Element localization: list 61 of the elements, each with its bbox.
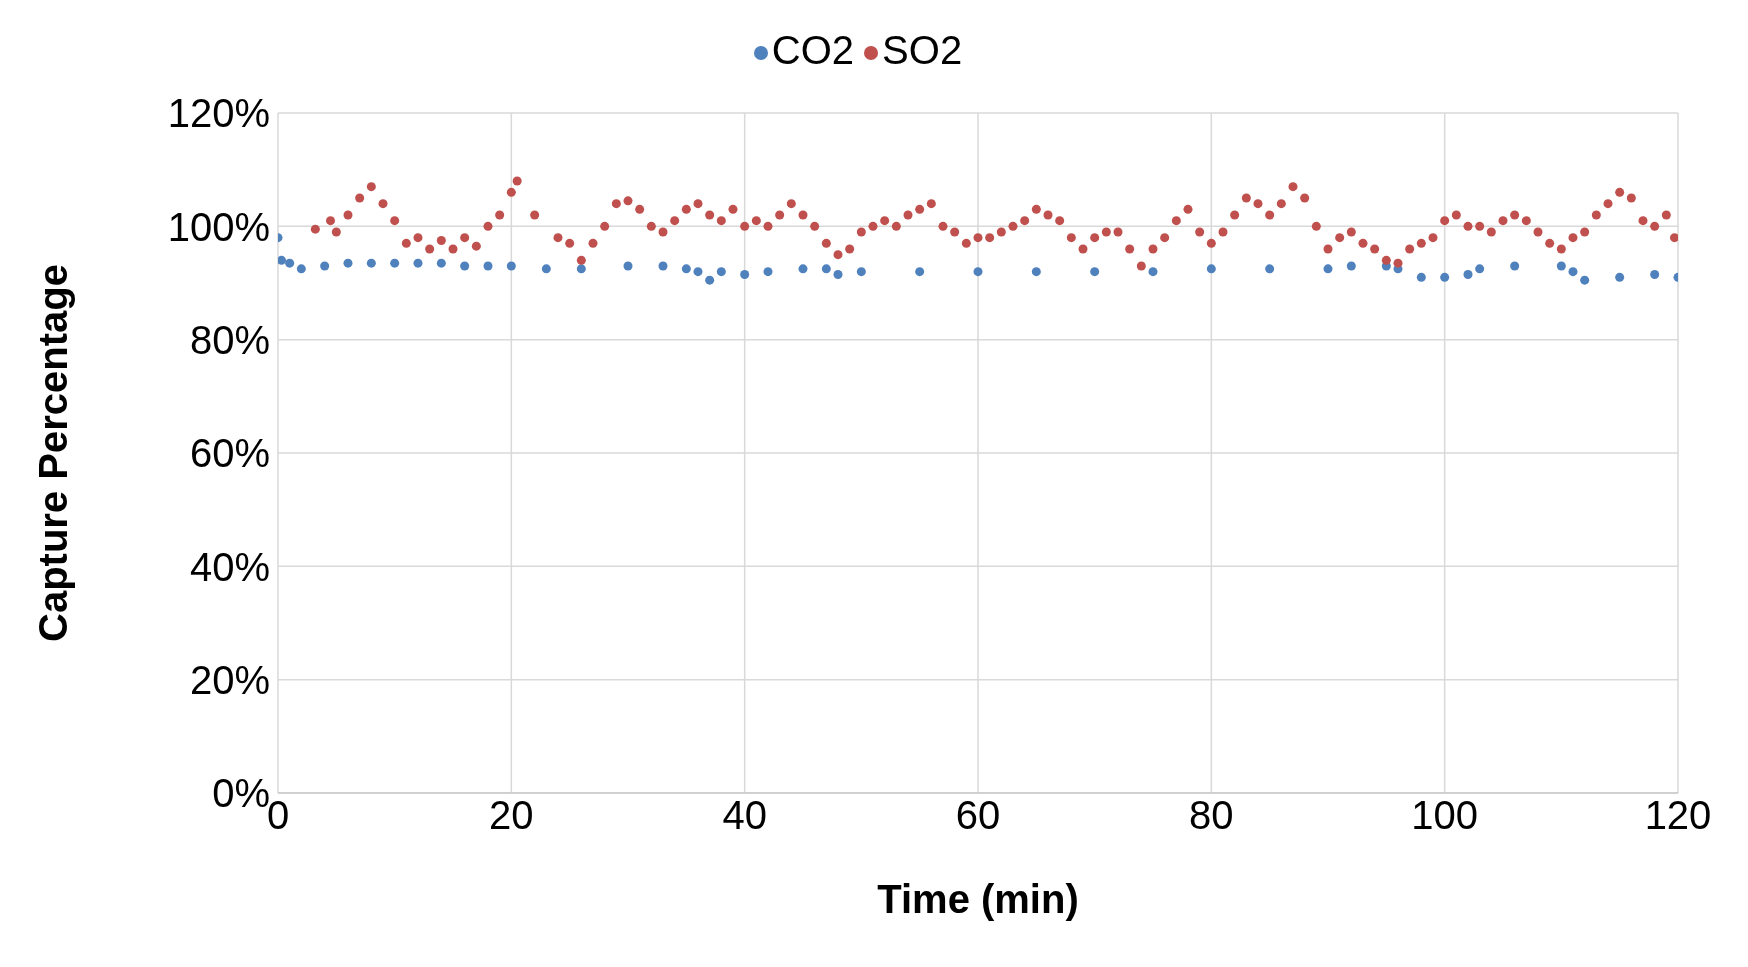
y-tick-label: 120% xyxy=(167,91,270,136)
point xyxy=(705,275,715,285)
point xyxy=(1346,261,1356,271)
point xyxy=(413,258,423,268)
point xyxy=(1556,261,1566,271)
point xyxy=(1090,267,1100,277)
point xyxy=(1440,272,1450,282)
y-tick-label: 40% xyxy=(189,544,270,589)
point xyxy=(1475,264,1485,274)
x-tick-label: 100 xyxy=(1411,793,1479,838)
point xyxy=(1568,267,1578,277)
point xyxy=(1323,264,1333,274)
point xyxy=(763,267,773,277)
point xyxy=(343,258,353,268)
point xyxy=(285,258,295,268)
point xyxy=(1650,269,1660,280)
y-tick-label: 100% xyxy=(167,204,270,249)
point xyxy=(973,267,983,277)
x-axis-title: Time (min) xyxy=(877,877,1079,921)
legend-label: SO2 xyxy=(882,28,963,72)
point xyxy=(1615,272,1625,282)
y-axis-title: Capture Percentage xyxy=(31,264,76,642)
point xyxy=(436,258,446,268)
y-tick-label: 60% xyxy=(189,431,270,476)
point xyxy=(1463,269,1473,280)
x-tick-label: 120 xyxy=(1644,793,1712,838)
x-tick-label: 40 xyxy=(722,793,767,838)
point xyxy=(821,264,831,274)
point xyxy=(693,267,703,277)
point xyxy=(390,258,400,268)
point xyxy=(296,264,306,274)
legend-label: CO2 xyxy=(771,28,855,72)
point xyxy=(460,261,470,271)
point xyxy=(856,267,866,277)
point xyxy=(506,261,516,271)
point xyxy=(576,264,586,274)
x-tick-label: 20 xyxy=(489,793,534,838)
point xyxy=(1148,267,1158,277)
x-tick-label: 80 xyxy=(1189,793,1234,838)
point xyxy=(366,258,376,268)
x-tick-label: 60 xyxy=(955,793,1001,838)
point xyxy=(798,264,808,274)
point xyxy=(1031,267,1041,277)
point xyxy=(1265,264,1275,274)
point xyxy=(740,269,750,280)
point xyxy=(915,267,925,277)
point xyxy=(623,261,633,271)
point xyxy=(716,267,726,277)
point xyxy=(278,255,287,265)
point xyxy=(658,261,668,271)
point xyxy=(320,261,330,271)
y-tick-label: 20% xyxy=(189,657,270,702)
point xyxy=(681,264,691,274)
point xyxy=(541,264,551,274)
point xyxy=(1416,272,1426,282)
point xyxy=(833,269,843,280)
point xyxy=(1206,264,1216,274)
point xyxy=(1580,275,1590,285)
point xyxy=(483,261,493,271)
y-tick-label: 80% xyxy=(189,317,270,362)
point xyxy=(1510,261,1520,271)
